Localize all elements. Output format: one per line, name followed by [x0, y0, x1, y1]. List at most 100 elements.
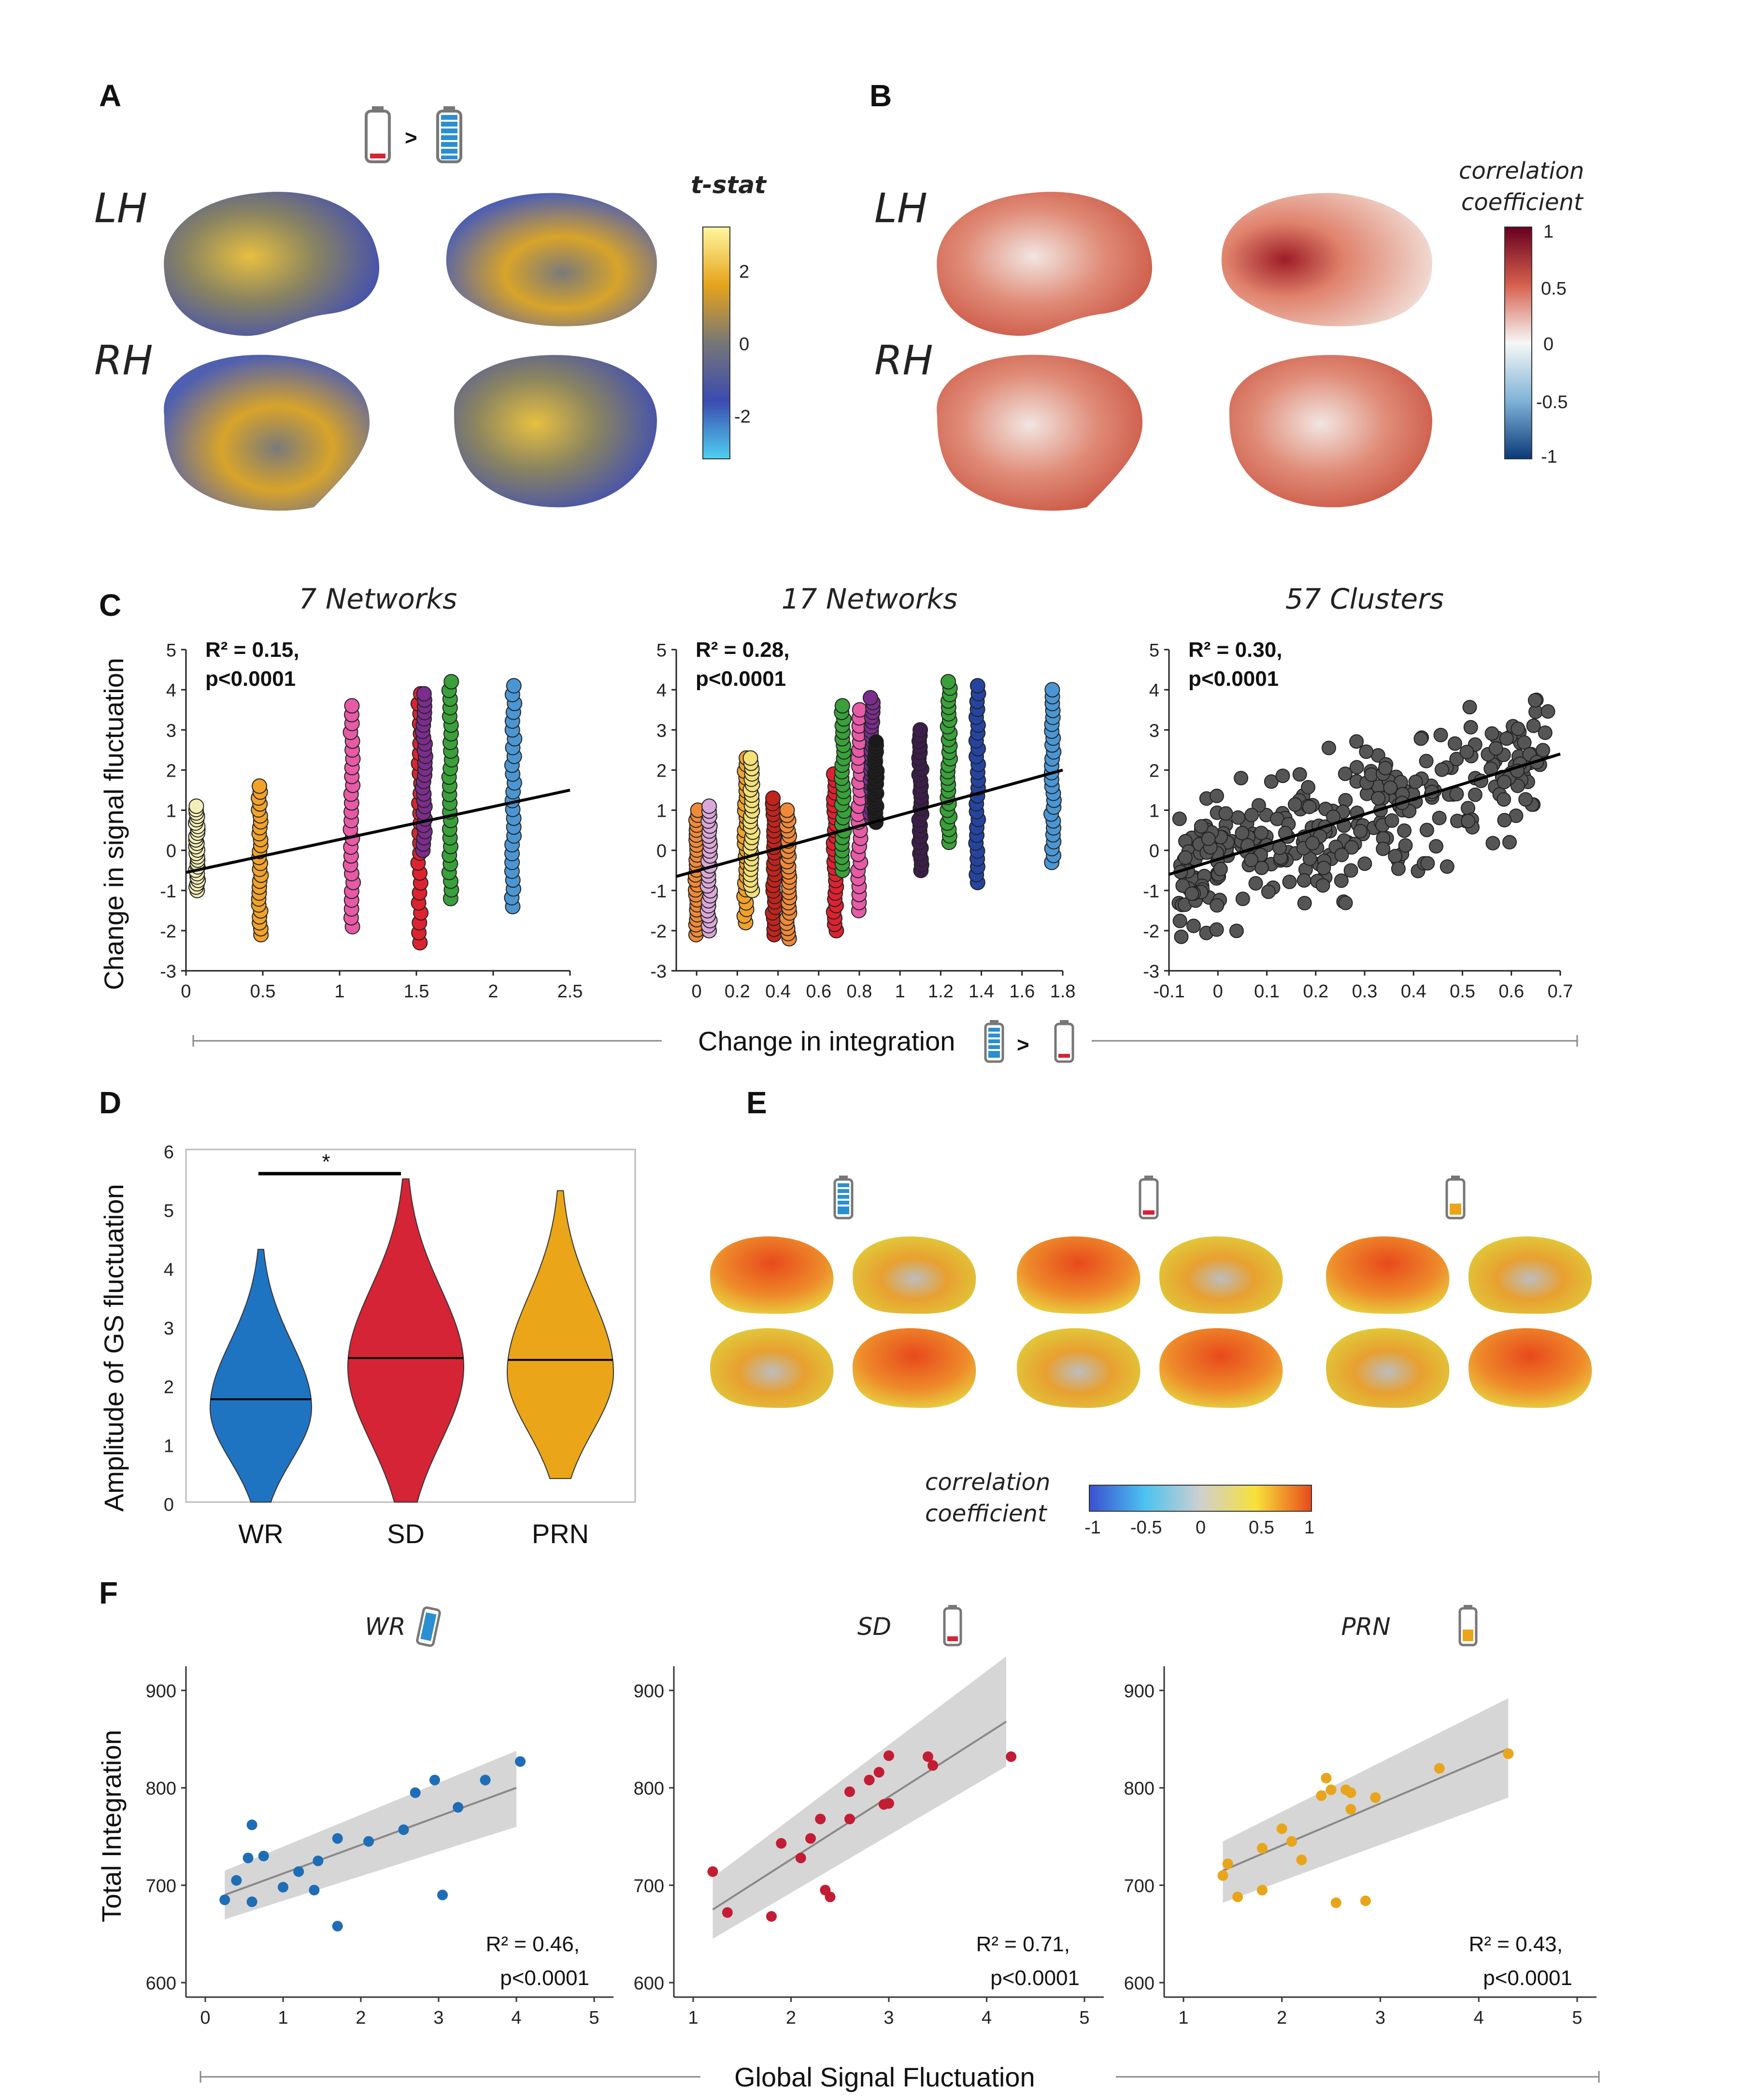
- panel-letter-b: B: [870, 78, 892, 113]
- y-tick-label: 2: [656, 761, 667, 781]
- hemi-label-rh: RH: [874, 337, 933, 384]
- y-tick-label: 4: [1149, 681, 1159, 701]
- scatter-sd: 600 700 800 900 1 2 3 4 5 SD R² = 0.71, p<0.0001: [634, 1613, 1104, 2028]
- y-tick-label: -1: [650, 881, 667, 902]
- colorbar-b-tick: 0: [1543, 334, 1554, 355]
- y-tick-label: -1: [1143, 881, 1159, 902]
- data-point: [1301, 780, 1316, 795]
- brain-rh-lateral: [1159, 1328, 1283, 1408]
- data-point: [480, 1774, 491, 1786]
- p-value-label: p<0.0001: [1188, 667, 1279, 691]
- x-tick-label: 2: [356, 2008, 366, 2028]
- y-tick-label: 0: [656, 841, 667, 862]
- data-point: [252, 778, 268, 794]
- data-point: [722, 1907, 733, 1918]
- data-point: [701, 798, 717, 814]
- x-tick-label: 1: [895, 981, 905, 1002]
- y-tick-label: 700: [1124, 1876, 1155, 1896]
- brain-lh-lateral: [164, 192, 380, 336]
- brain-lh-lateral: [710, 1236, 834, 1314]
- chart-title: PRN: [1341, 1613, 1390, 1641]
- colorbar-a-tick: -2: [734, 407, 751, 427]
- colorbar-e-tick: -0.5: [1130, 1518, 1162, 1538]
- panel-d: Amplitude of GS fluctuation 0 1 2 3 4 5 6 WR SD P…: [99, 1142, 636, 1549]
- data-point: [1398, 838, 1413, 853]
- data-point: [1213, 862, 1228, 877]
- data-point: [1316, 861, 1331, 876]
- data-point: [1468, 787, 1482, 802]
- data-point: [1172, 811, 1187, 826]
- data-point: [332, 1833, 343, 1844]
- violin-wr: [209, 1249, 313, 1503]
- data-point: [1292, 767, 1307, 782]
- violin-sd: [347, 1178, 465, 1503]
- fit-line: [1222, 1748, 1509, 1872]
- panel-letter-d: D: [99, 1085, 121, 1120]
- y-tick-label: 800: [634, 1779, 664, 1799]
- y-tick-label: 600: [1124, 1973, 1155, 1994]
- y-tick-label: -1: [160, 881, 176, 902]
- x-tick-label: 2.5: [557, 981, 583, 1002]
- colorbar-b-tick: 0.5: [1541, 279, 1567, 299]
- data-point: [1302, 799, 1317, 814]
- data-point: [453, 1802, 464, 1813]
- data-point: [1462, 700, 1477, 715]
- x-tick-label: 4: [1474, 2008, 1484, 2028]
- battery-full-icon: [416, 1606, 441, 1647]
- x-tick-label: 2: [488, 981, 498, 1002]
- colorbar-a: [702, 227, 730, 459]
- panel-letter-c: C: [99, 588, 121, 623]
- y-tick-label: -3: [650, 962, 667, 982]
- data-point: [506, 678, 522, 694]
- battery-low-icon: [1054, 1020, 1074, 1063]
- x-tick-label: 5: [1079, 2008, 1089, 2028]
- data-point: [1378, 761, 1393, 776]
- colorbar-e-tick: 0.5: [1249, 1518, 1274, 1538]
- data-point: [1526, 718, 1541, 733]
- x-tick-label: 5: [1572, 2008, 1582, 2028]
- colorbar-title-a: t-stat: [691, 171, 767, 199]
- x-tick-label: 1: [688, 2008, 698, 2028]
- brain-rh-medial: [937, 355, 1143, 511]
- data-point: [1391, 861, 1406, 876]
- y-tick-label: 3: [1149, 721, 1159, 741]
- data-point: [1296, 1854, 1307, 1865]
- hemi-label-rh: RH: [94, 337, 153, 384]
- x-tick-label: 0.1: [1254, 981, 1280, 1002]
- y-tick-label: 800: [1124, 1779, 1155, 1799]
- data-point: [1209, 788, 1224, 803]
- data-point: [1257, 1843, 1268, 1854]
- brain-lh-lateral: [1326, 1236, 1450, 1314]
- category-label: PRN: [532, 1518, 589, 1549]
- data-point: [923, 1751, 933, 1762]
- data-point: [1518, 792, 1533, 807]
- data-point: [1440, 859, 1454, 874]
- data-point: [1432, 810, 1447, 825]
- data-point: [443, 674, 459, 690]
- y-tick-label: 4: [164, 1260, 174, 1280]
- r-squared-label: R² = 0.15,: [205, 638, 299, 662]
- brain-rh-lateral: [853, 1328, 976, 1408]
- data-point: [437, 1889, 448, 1901]
- confidence-band: [713, 1656, 1006, 1939]
- y-tick-label: 5: [1149, 640, 1159, 661]
- comparison-symbol: >: [1017, 1033, 1029, 1057]
- x-tick-label: 0: [1213, 981, 1223, 1002]
- data-point: [1484, 726, 1499, 741]
- battery-full-icon: [436, 106, 462, 163]
- battery-low-icon: [943, 1605, 962, 1646]
- data-point: [1360, 1895, 1371, 1906]
- data-point: [1316, 1790, 1327, 1801]
- p-value-label: p<0.0001: [990, 1966, 1080, 1990]
- confidence-band: [225, 1751, 516, 1919]
- data-point: [1383, 780, 1398, 795]
- hemi-label-lh: LH: [874, 184, 927, 232]
- data-point: [1244, 852, 1259, 867]
- fit-line: [185, 789, 570, 874]
- data-point: [416, 686, 432, 702]
- y-tick-label: 3: [164, 1319, 174, 1339]
- data-point: [1282, 874, 1297, 889]
- data-point: [1044, 682, 1060, 698]
- data-point: [1217, 1870, 1228, 1881]
